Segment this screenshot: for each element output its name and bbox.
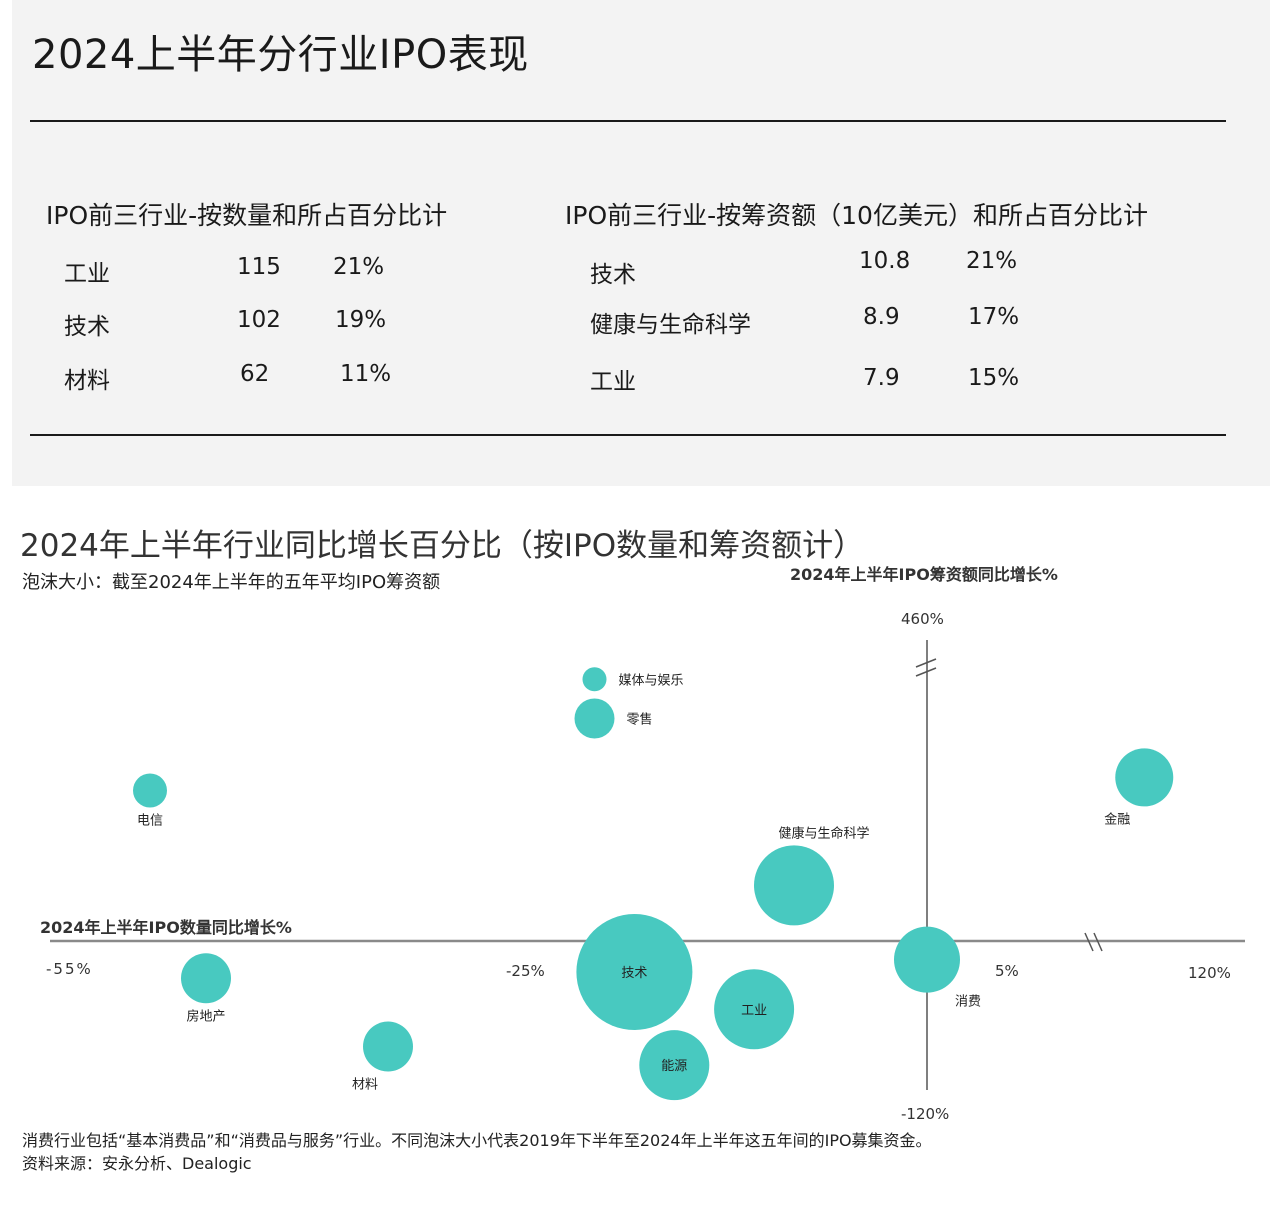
proceeds-row-2-value: 8.9: [863, 304, 900, 330]
y-axis-title: 2024年上半年IPO筹资额同比增长%: [790, 565, 1058, 584]
count-table-heading: IPO前三行业-按数量和所占百分比计: [46, 201, 448, 230]
bubble-point: [894, 926, 960, 993]
x-axis-break: [1084, 932, 1103, 952]
page-title: 2024上半年分行业IPO表现: [32, 32, 529, 78]
bubble-label: 房地产: [186, 1008, 225, 1024]
proceeds-row-3-sector: 工业: [590, 369, 636, 395]
x-tick-label: -55%: [46, 960, 93, 978]
count-row-3-share: 11%: [340, 361, 392, 387]
y-tick-label: 460%: [901, 610, 944, 628]
bubble-point: [576, 914, 693, 1031]
bubble-point: [582, 667, 607, 692]
y-axis-break: [915, 658, 937, 677]
bubble-point: [363, 1021, 413, 1072]
x-tick-label: -25%: [506, 962, 545, 980]
count-row-1-sector: 工业: [64, 261, 110, 287]
count-row-3-sector: 材料: [64, 368, 110, 394]
count-row-1-share: 21%: [333, 254, 385, 280]
bubble-label: 金融: [1104, 811, 1130, 827]
proceeds-row-3-value: 7.9: [863, 365, 900, 391]
bubble-point: [754, 845, 834, 926]
bubble-label: 零售: [627, 712, 653, 728]
count-row-2-sector: 技术: [64, 314, 110, 340]
bubble-point: [714, 969, 795, 1050]
top-summary-panel: [12, 0, 1270, 486]
count-row-3-value: 62: [240, 361, 270, 387]
bubble-label: 材料: [352, 1078, 378, 1093]
source-note: 资料来源：安永分析、Dealogic: [22, 1154, 252, 1173]
bubble-point: [574, 698, 615, 739]
bubble-label: 工业: [741, 1003, 767, 1018]
x-tick-label: 5%: [995, 962, 1019, 980]
footnote: 消费行业包括“基本消费品”和“消费品与服务”行业。不同泡沫大小代表2019年下半…: [22, 1131, 932, 1150]
bubble-label: 能源: [661, 1059, 687, 1074]
proceeds-row-1-share: 21%: [966, 248, 1018, 274]
x-tick-label: 120%: [1188, 964, 1231, 982]
divider-bottom: [30, 434, 1226, 436]
bubble-label: 健康与生命科学: [778, 825, 869, 841]
bubble-label: 消费: [955, 995, 981, 1010]
chart-title: 2024年上半年行业同比增长百分比（按IPO数量和筹资额计）: [20, 528, 865, 564]
x-axis-title: 2024年上半年IPO数量同比增长%: [40, 918, 292, 937]
divider-top: [30, 120, 1226, 122]
bubble-point: [181, 953, 231, 1004]
chart-subtitle: 泡沫大小：截至2024年上半年的五年平均IPO筹资额: [22, 572, 441, 593]
count-row-1-value: 115: [237, 254, 281, 280]
proceeds-row-3-share: 15%: [968, 365, 1020, 391]
count-row-2-share: 19%: [335, 307, 387, 333]
proceeds-row-2-sector: 健康与生命科学: [590, 312, 751, 338]
proceeds-row-1-sector: 技术: [590, 262, 636, 288]
proceeds-row-1-value: 10.8: [859, 248, 911, 274]
bubble-label: 技术: [621, 966, 647, 981]
bubble-label: 电信: [137, 814, 163, 829]
count-row-2-value: 102: [237, 307, 281, 333]
bubble-point: [639, 1030, 710, 1101]
y-tick-label: -120%: [901, 1105, 949, 1123]
proceeds-table-heading: IPO前三行业-按筹资额（10亿美元）和所占百分比计: [565, 201, 1148, 230]
proceeds-row-2-share: 17%: [968, 304, 1020, 330]
bubble-point: [133, 773, 167, 808]
bubble-label: 媒体与娱乐: [619, 673, 684, 688]
bubble-point: [1115, 748, 1174, 807]
